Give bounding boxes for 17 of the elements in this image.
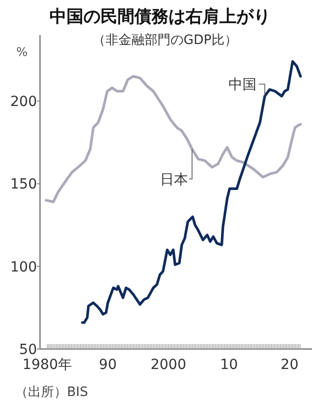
series-label: 日本 [160, 172, 188, 188]
line-series [81, 60, 302, 324]
y-tick-label: 50 [19, 342, 37, 358]
text: （出所）BIS [15, 385, 88, 400]
series-label: 中国 [228, 77, 257, 94]
y-tick-label: 150 [10, 176, 37, 193]
x-tick-label: 90 [98, 357, 117, 373]
chart-title: 中国の民間債務は右肩上がり [50, 7, 270, 27]
y-tick-label: 200 [10, 94, 37, 110]
x-tick-label: 20 [280, 357, 298, 373]
line-series [44, 75, 302, 204]
y-axis-title: % [16, 45, 28, 59]
x-tick-label: 10 [220, 357, 238, 373]
y-tick-label: 100 [10, 259, 37, 276]
x-tick-label: 1980年 [22, 357, 72, 373]
x-tick-label: 2000 [150, 357, 186, 373]
chart-subtitle: （非金融部門のGDP比） [92, 33, 238, 48]
